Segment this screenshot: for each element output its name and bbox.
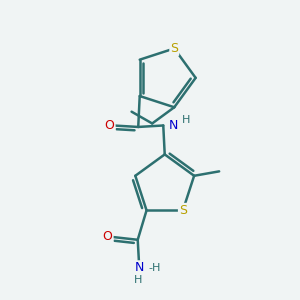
Text: S: S	[170, 42, 178, 55]
Text: H: H	[182, 115, 190, 125]
Text: O: O	[103, 230, 112, 243]
Text: -H: -H	[148, 263, 161, 273]
Text: N: N	[169, 119, 178, 132]
Text: N: N	[134, 261, 144, 274]
Text: H: H	[134, 275, 142, 285]
Text: O: O	[105, 119, 115, 132]
Text: S: S	[179, 204, 187, 217]
